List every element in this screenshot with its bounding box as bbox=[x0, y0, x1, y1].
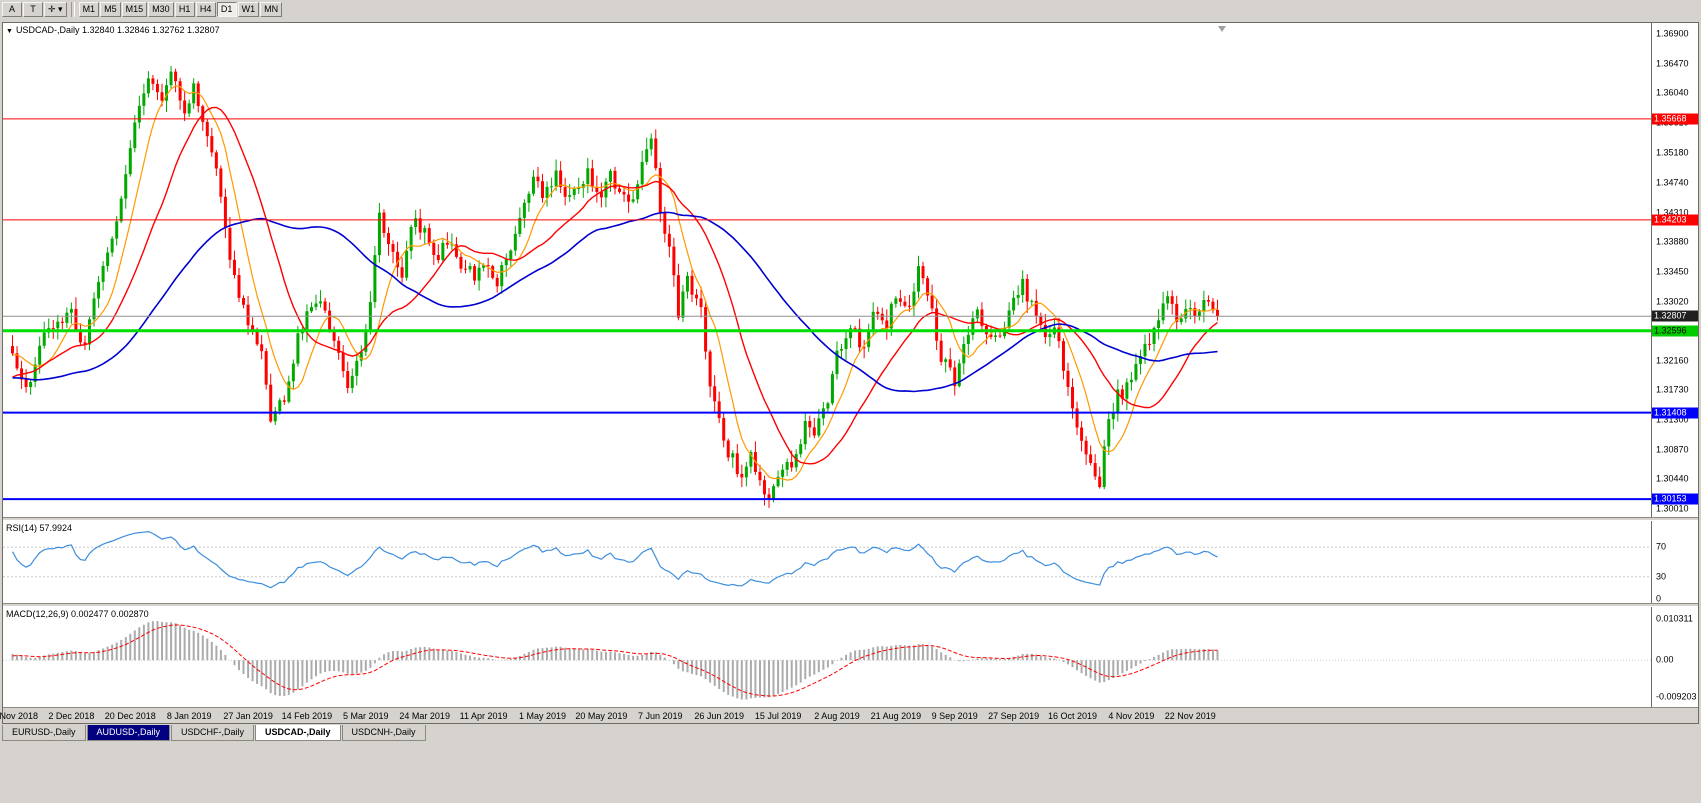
toolbar-separator bbox=[70, 1, 75, 17]
slow-ma-line bbox=[12, 211, 1218, 393]
price-tick: 1.33020 bbox=[1656, 296, 1689, 306]
date-label: 9 Sep 2019 bbox=[931, 711, 978, 721]
chart-tab-usdchf[interactable]: USDCHF-,Daily bbox=[171, 725, 255, 741]
crosshair-tool-button[interactable]: ✛ ▾ bbox=[44, 1, 67, 17]
timeframe-button-m30[interactable]: M30 bbox=[148, 1, 174, 17]
price-scale[interactable]: 1.369001.364701.360401.356101.351801.347… bbox=[1651, 23, 1698, 707]
price-tick: 1.31730 bbox=[1656, 384, 1689, 395]
price-tag: 1.35668 bbox=[1652, 113, 1698, 125]
price-tick: 1.33880 bbox=[1656, 236, 1689, 247]
date-label: 16 Oct 2019 bbox=[1047, 711, 1098, 721]
price-tag: 1.32596 bbox=[1652, 325, 1698, 337]
date-label: 24 Mar 2019 bbox=[399, 711, 450, 721]
date-label: 20 Dec 2018 bbox=[104, 711, 156, 721]
chart-tab-usdcad[interactable]: USDCAD-,Daily bbox=[255, 725, 341, 741]
date-label: 15 Jul 2019 bbox=[754, 711, 802, 721]
macd-panel: MACD(12,26,9) 0.002477 0.002870 bbox=[3, 607, 1651, 707]
timeframe-button-m1[interactable]: M1 bbox=[78, 1, 100, 17]
timeframe-button-h4[interactable]: H4 bbox=[195, 1, 216, 17]
macd-scale-label: -0.009203 bbox=[1656, 691, 1697, 702]
toolbar-tools-group: A T ✛ ▾ bbox=[2, 1, 67, 17]
chart-tab-eurusd[interactable]: EURUSD-,Daily bbox=[2, 725, 86, 741]
chart-tab-bar: EURUSD-,Daily AUDUSD-,Daily USDCHF-,Daily U… bbox=[2, 725, 426, 743]
date-label: 13 Nov 2018 bbox=[0, 711, 39, 721]
price-tick: 1.30010 bbox=[1656, 503, 1689, 514]
price-tick: 1.32160 bbox=[1656, 355, 1689, 366]
toolbar-timeframes-group: M1 M5 M15 M30 H1 H4 D1 W1 MN bbox=[78, 1, 283, 17]
panel-splitter[interactable] bbox=[3, 517, 1698, 521]
price-tag: 1.30153 bbox=[1652, 493, 1698, 505]
price-tag: 1.32807 bbox=[1652, 310, 1698, 322]
price-tick: 1.34310 bbox=[1656, 207, 1689, 218]
rsi-scale-label: 0 bbox=[1656, 593, 1662, 604]
time-axis[interactable]: 13 Nov 2018 2 Dec 2018 20 Dec 2018 8 Jan 20… bbox=[0, 707, 1698, 723]
price-tick: 1.36470 bbox=[1656, 58, 1689, 69]
timeframe-button-d1[interactable]: D1 bbox=[216, 1, 237, 17]
price-tag: 1.34203 bbox=[1652, 214, 1698, 226]
date-label: 2 Dec 2018 bbox=[48, 711, 95, 721]
main-chart-canvas[interactable] bbox=[3, 23, 1651, 517]
rsi-panel: RSI(14) 57.9924 bbox=[3, 521, 1651, 603]
rsi-canvas[interactable] bbox=[3, 521, 1651, 603]
rsi-scale-label: 30 bbox=[1656, 571, 1667, 582]
date-label: 2 Aug 2019 bbox=[814, 711, 860, 721]
panel-splitter[interactable] bbox=[3, 603, 1698, 607]
price-tick: 1.30870 bbox=[1656, 444, 1689, 455]
price-tick: 1.33450 bbox=[1656, 266, 1689, 277]
timeframe-button-m15[interactable]: M15 bbox=[121, 1, 148, 17]
chart-tab-audusd[interactable]: AUDUSD-,Daily bbox=[86, 725, 171, 741]
price-tag: 1.31408 bbox=[1652, 407, 1698, 419]
chart-window: ▼ USDCAD-,Daily 1.32840 1.32846 1.32762 1… bbox=[0, 22, 1699, 724]
price-tick: 1.34740 bbox=[1656, 177, 1689, 188]
text-tool-button[interactable]: T bbox=[23, 1, 43, 17]
macd-canvas[interactable] bbox=[3, 607, 1651, 707]
chart-shift-marker-icon bbox=[1218, 26, 1226, 32]
date-label: 27 Sep 2019 bbox=[988, 711, 1040, 721]
price-tick: 1.36040 bbox=[1656, 87, 1689, 98]
rsi-scale-label: 70 bbox=[1656, 541, 1667, 552]
date-label: 8 Jan 2019 bbox=[166, 711, 212, 721]
macd-scale-label: 0.00 bbox=[1656, 654, 1674, 665]
price-tick: 1.36900 bbox=[1656, 28, 1689, 39]
macd-scale-label: 0.010311 bbox=[1656, 613, 1693, 624]
main-chart-panel: ▼ USDCAD-,Daily 1.32840 1.32846 1.32762 1… bbox=[3, 23, 1651, 517]
fast-ma-line bbox=[12, 85, 1218, 481]
timeframe-button-w1[interactable]: W1 bbox=[237, 1, 260, 17]
date-label: 4 Nov 2019 bbox=[1108, 711, 1155, 721]
date-label: 20 May 2019 bbox=[575, 711, 628, 721]
date-label: 11 Apr 2019 bbox=[459, 711, 508, 721]
timeframe-button-mn[interactable]: MN bbox=[260, 1, 283, 17]
date-label: 7 Jun 2019 bbox=[638, 711, 683, 721]
date-label: 21 Aug 2019 bbox=[870, 711, 922, 721]
date-label: 26 Jun 2019 bbox=[694, 711, 744, 721]
timeframe-button-h1[interactable]: H1 bbox=[174, 1, 195, 17]
date-label: 5 Mar 2019 bbox=[343, 711, 389, 721]
chart-tab-usdcnh[interactable]: USDCNH-,Daily bbox=[341, 725, 426, 741]
date-label: 1 May 2019 bbox=[518, 711, 567, 721]
date-label: 27 Jan 2019 bbox=[223, 711, 273, 721]
medium-ma-line bbox=[12, 106, 1218, 465]
toolbar: A T ✛ ▾ M1 M5 M15 M30 H1 H4 D1 W1 MN bbox=[0, 0, 1701, 18]
cursor-mode-button[interactable]: A bbox=[2, 1, 22, 17]
timeframe-button-m5[interactable]: M5 bbox=[100, 1, 121, 17]
price-tick: 1.35180 bbox=[1656, 147, 1689, 158]
date-label: 22 Nov 2019 bbox=[1164, 711, 1216, 721]
price-tick: 1.30440 bbox=[1656, 473, 1689, 484]
price-tick: 1.31300 bbox=[1656, 414, 1689, 425]
date-label: 14 Feb 2019 bbox=[281, 711, 333, 721]
